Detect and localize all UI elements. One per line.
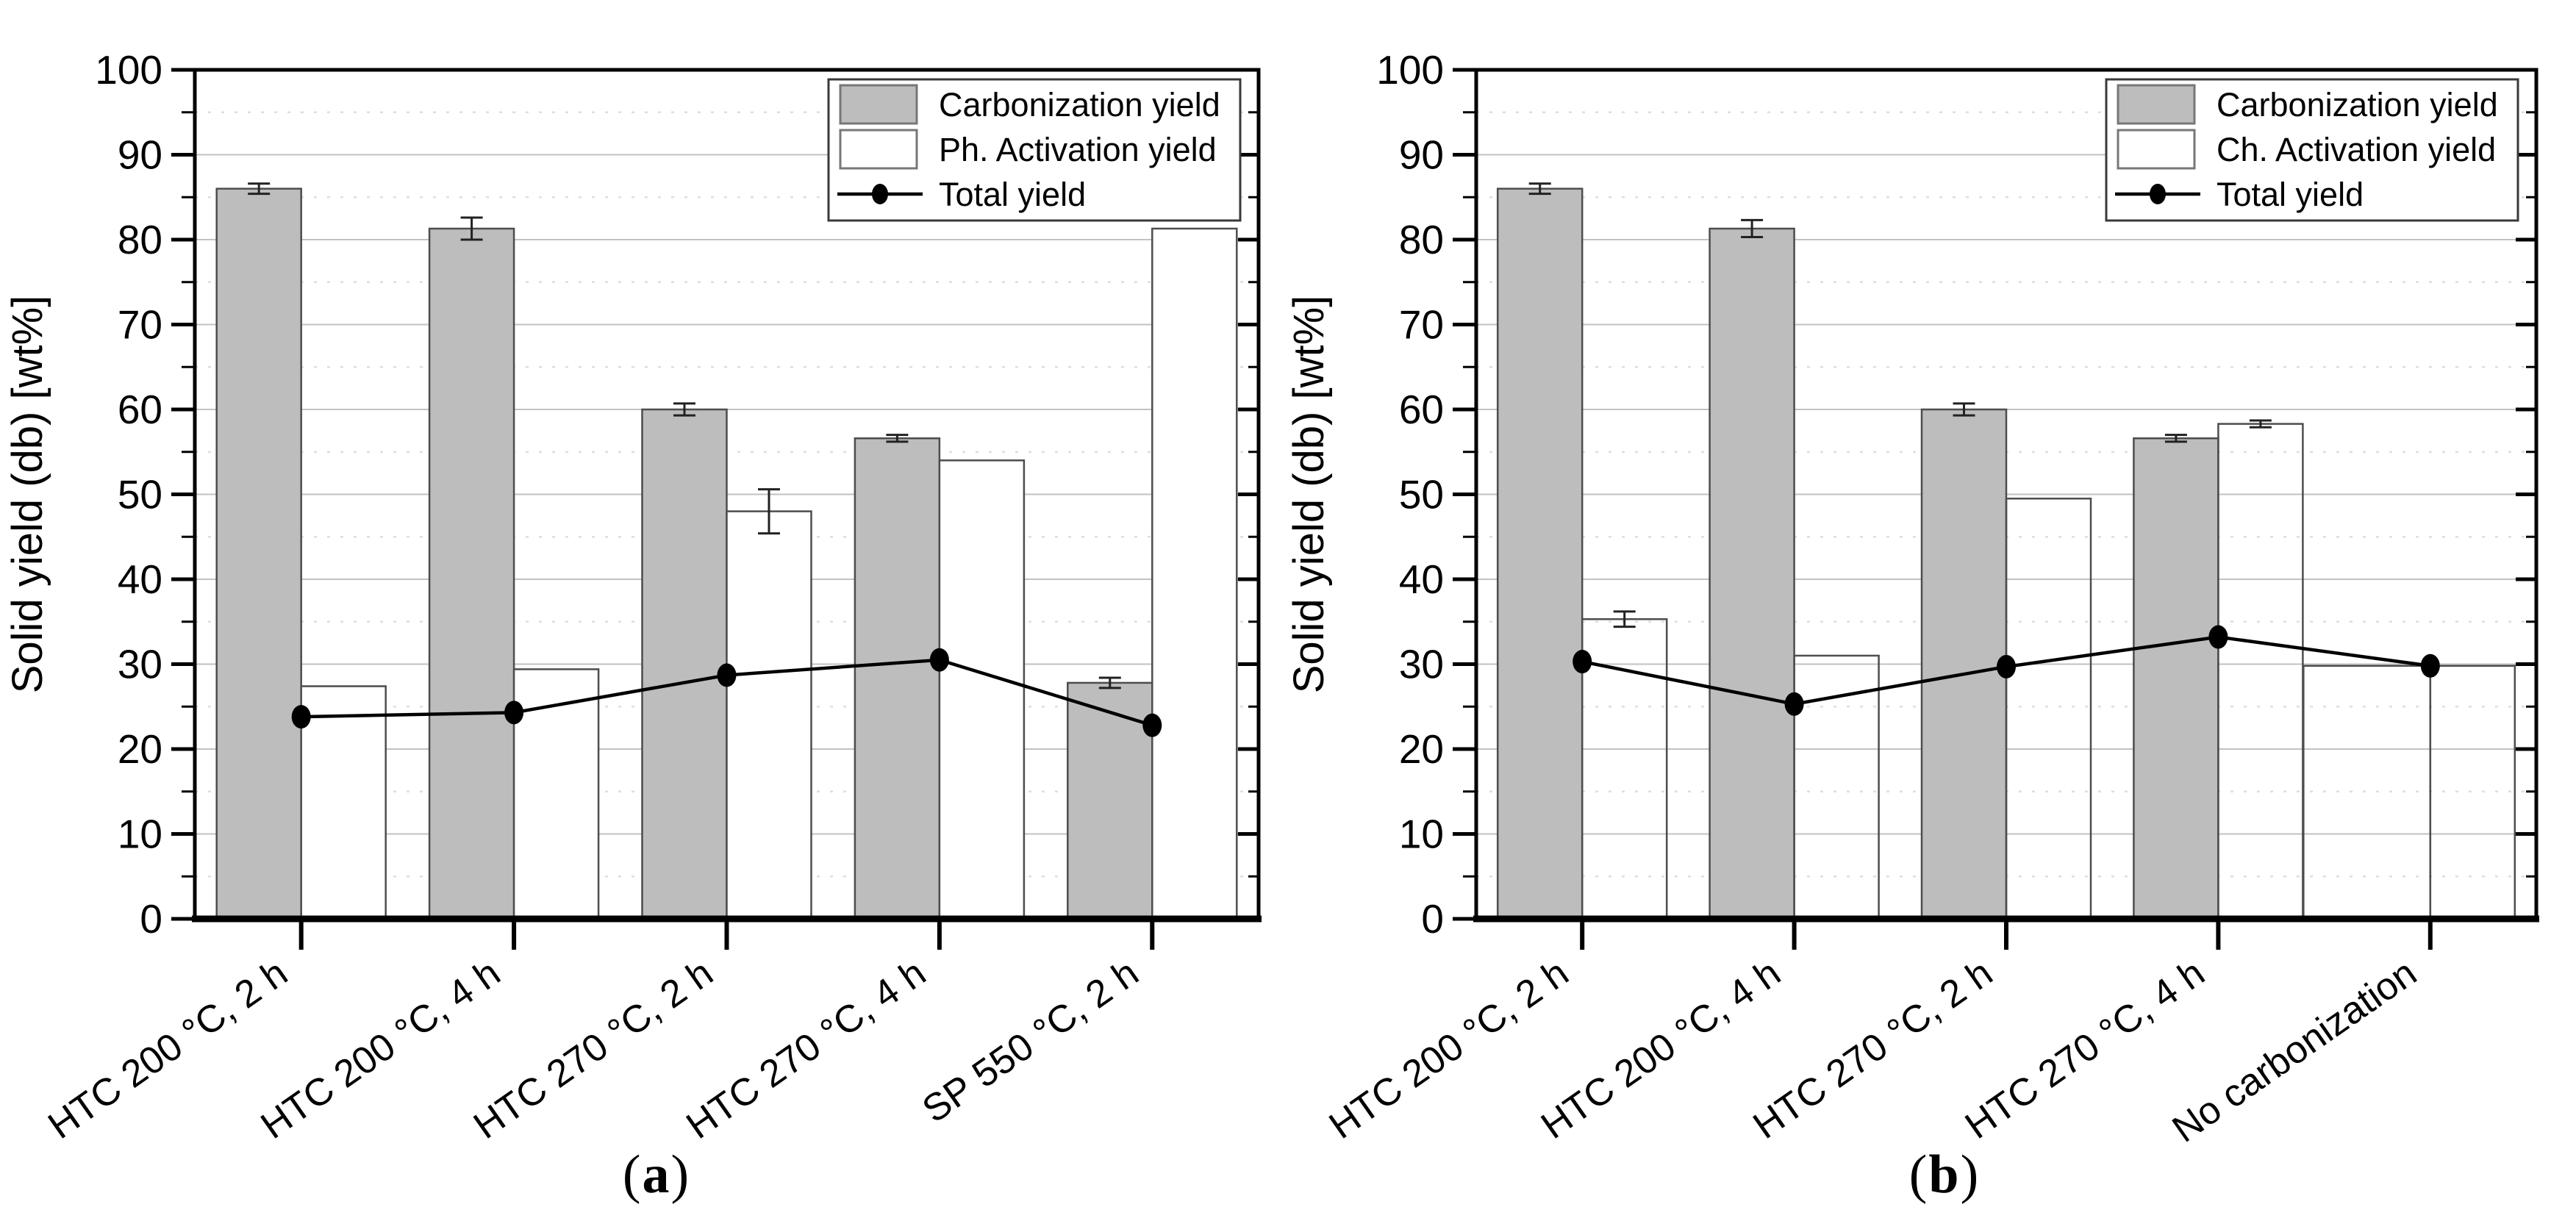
- legend-label-carbonization: Carbonization yield: [939, 86, 1220, 123]
- caption-letter-a: a: [642, 1145, 671, 1205]
- y-tick-label: 60: [1399, 387, 1444, 432]
- total-yield-marker: [929, 648, 949, 672]
- total-yield-marker: [1997, 654, 2016, 678]
- y-tick-label: 30: [1399, 642, 1444, 687]
- panel-b-caption: (b): [1909, 1144, 1980, 1206]
- caption-close-paren: ): [670, 1145, 691, 1205]
- bar-activation-yield: [1151, 227, 1238, 920]
- legend-label-activation: Ph. Activation yield: [939, 131, 1217, 168]
- legend-label-activation: Ch. Activation yield: [2217, 131, 2496, 168]
- y-tick-label: 50: [1399, 472, 1444, 517]
- y-tick-label: 80: [118, 217, 162, 262]
- total-yield-marker: [1142, 713, 1162, 737]
- x-tick-label: HTC 270 °C, 4 h: [679, 951, 934, 1147]
- bar-activation-yield: [300, 685, 387, 920]
- caption-open-paren: (: [622, 1145, 643, 1205]
- bar-carbonization-yield: [641, 408, 728, 920]
- y-tick-label: 80: [1399, 217, 1444, 262]
- y-tick-label: 30: [118, 642, 162, 687]
- total-yield-marker: [717, 663, 737, 687]
- bar-carbonization-yield: [2133, 437, 2219, 920]
- y-axis-title: Solid yield (db) [wt%]: [1285, 296, 1333, 694]
- legend-marker-sample: [872, 184, 888, 204]
- bar-carbonization-yield: [428, 227, 515, 920]
- bar-carbonization-yield: [1709, 227, 1795, 920]
- y-tick-label: 20: [1399, 726, 1444, 772]
- y-tick-label: 100: [95, 47, 162, 93]
- bar-carbonization-yield: [854, 437, 941, 920]
- bar-carbonization-yield: [1920, 408, 2008, 920]
- caption-close-paren: ): [1960, 1145, 1981, 1205]
- legend-swatch-activation: [839, 129, 918, 170]
- total-yield-marker: [291, 705, 311, 729]
- y-tick-label: 100: [1376, 47, 1444, 93]
- total-yield-marker: [2208, 625, 2228, 649]
- legend-swatch-activation: [2117, 129, 2196, 170]
- caption-letter-b: b: [1928, 1145, 1961, 1205]
- legend-swatch-carbonization: [2117, 84, 2196, 125]
- legend-label-total: Total yield: [2217, 176, 2364, 213]
- caption-open-paren: (: [1908, 1145, 1929, 1205]
- legend-label-total: Total yield: [939, 176, 1086, 213]
- legend-marker-sample: [2150, 184, 2166, 204]
- bar-activation-yield: [2217, 423, 2304, 920]
- y-tick-label: 90: [1399, 132, 1444, 178]
- total-yield-marker: [2420, 653, 2440, 678]
- total-yield-marker: [504, 701, 524, 725]
- panel-a-caption: (a): [623, 1144, 690, 1206]
- bar-activation-yield: [938, 459, 1026, 920]
- y-tick-label: 50: [118, 472, 162, 517]
- y-tick-label: 90: [118, 132, 162, 178]
- bar-carbonization-yield: [1067, 681, 1153, 920]
- y-tick-label: 40: [118, 556, 162, 602]
- total-yield-marker: [1784, 692, 1804, 716]
- bar-carbonization-yield: [1496, 187, 1584, 920]
- legend: Carbonization yield Ch. Activation yield T…: [2105, 78, 2519, 222]
- total-yield-marker: [1573, 650, 1592, 674]
- y-tick-label: 40: [1399, 556, 1444, 602]
- legend-swatch-carbonization: [839, 84, 918, 125]
- legend-label-carbonization: Carbonization yield: [2217, 86, 2498, 123]
- bar-carbonization-yield: [215, 187, 302, 920]
- y-tick-label: 70: [1399, 302, 1444, 348]
- y-tick-label: 60: [118, 387, 162, 432]
- y-tick-label: 10: [118, 812, 162, 857]
- y-axis-title: Solid yield (db) [wt%]: [4, 296, 51, 694]
- bar-activation-yield: [726, 510, 812, 920]
- y-tick-label: 70: [118, 302, 162, 348]
- y-tick-label: 0: [140, 896, 162, 942]
- bar-activation-yield: [2005, 498, 2092, 920]
- bar-activation-yield: [2303, 665, 2432, 920]
- y-tick-label: 0: [1421, 896, 1444, 942]
- legend: Carbonization yield Ph. Activation yield T…: [827, 78, 1242, 222]
- x-tick-label: SP 550 °C, 2 h: [915, 951, 1146, 1131]
- y-tick-label: 20: [118, 726, 162, 772]
- y-tick-label: 10: [1399, 812, 1444, 857]
